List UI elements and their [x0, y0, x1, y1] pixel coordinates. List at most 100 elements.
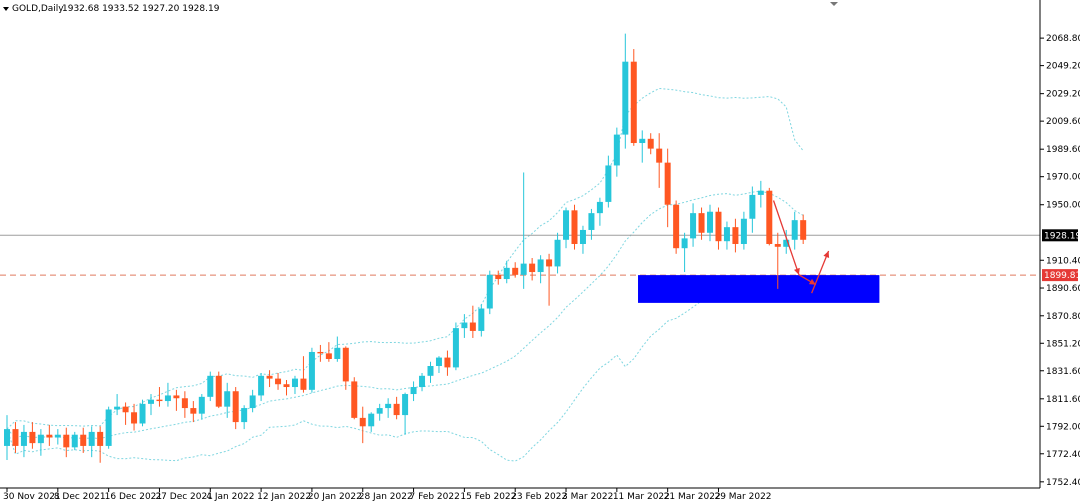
- candle: [266, 370, 273, 388]
- candle-body: [503, 267, 510, 280]
- candle-body: [461, 322, 468, 329]
- candle: [698, 207, 705, 240]
- candle-body: [520, 263, 527, 275]
- candle-body: [173, 395, 180, 399]
- candle: [181, 391, 188, 418]
- candle: [275, 373, 282, 390]
- candle: [12, 422, 19, 453]
- y-tick-label: 1851.20: [1046, 339, 1080, 349]
- candle: [673, 200, 680, 254]
- candle: [190, 401, 197, 423]
- candle-body: [147, 399, 154, 404]
- candle: [114, 394, 121, 416]
- candle-body: [740, 218, 747, 244]
- candle-body: [613, 134, 620, 166]
- x-tick-label: 16 Dec 2021: [105, 492, 163, 502]
- header-dropdown-icon[interactable]: [3, 7, 9, 11]
- scroll-marker-icon[interactable]: [830, 2, 838, 6]
- candle-body: [80, 434, 87, 446]
- candle-body: [647, 138, 654, 149]
- candle: [164, 382, 171, 407]
- candle-body: [63, 434, 70, 448]
- candle: [800, 214, 807, 244]
- candle: [630, 49, 637, 146]
- forecast-arrowhead: [794, 267, 800, 275]
- y-tick-label: 2029.20: [1046, 90, 1080, 100]
- header-ohlc: 1932.68 1933.52 1927.20 1928.19: [62, 4, 220, 14]
- candle: [520, 172, 527, 289]
- forecast-arrowhead: [808, 278, 816, 285]
- candle: [317, 344, 324, 362]
- candle: [681, 232, 688, 273]
- candle: [147, 394, 154, 416]
- candle-body: [29, 431, 36, 444]
- candle: [368, 412, 375, 432]
- candle: [791, 211, 798, 250]
- candle-body: [529, 263, 536, 273]
- candle-body: [757, 190, 764, 195]
- candle: [385, 398, 392, 418]
- y-tick-label: 2009.60: [1046, 117, 1080, 127]
- candle-body: [495, 274, 502, 280]
- candle-body: [71, 434, 78, 448]
- candle-body: [486, 274, 493, 309]
- candle: [105, 406, 112, 449]
- candle: [139, 399, 146, 427]
- candle: [774, 232, 781, 289]
- candle: [63, 427, 70, 458]
- candle-body: [241, 408, 248, 423]
- candle-body: [232, 391, 239, 423]
- current-price-badge: [1042, 229, 1078, 242]
- candle-body: [139, 403, 146, 424]
- candle-body: [325, 353, 332, 359]
- candle-body: [579, 229, 586, 244]
- candle: [732, 218, 739, 253]
- candle-body: [749, 194, 756, 219]
- candle: [461, 314, 468, 338]
- candle: [173, 389, 180, 411]
- candle: [376, 403, 383, 421]
- current-price-label: 1928.19: [1044, 231, 1080, 241]
- y-tick-label: 2068.80: [1046, 34, 1080, 44]
- candle: [224, 382, 231, 418]
- y-tick-label: 1870.80: [1046, 312, 1080, 322]
- candle-body: [368, 413, 375, 427]
- candle-body: [342, 347, 349, 382]
- candle-body: [402, 394, 409, 416]
- candle: [503, 260, 510, 284]
- candle-body: [605, 165, 612, 202]
- candle-body: [131, 412, 138, 424]
- candle-body: [419, 375, 426, 388]
- candle-body: [215, 375, 222, 407]
- y-tick-label: 1910.40: [1046, 256, 1080, 266]
- candles: [4, 33, 807, 463]
- candle-body: [664, 162, 671, 205]
- y-tick-label: 1831.60: [1046, 367, 1080, 377]
- candle: [4, 415, 10, 460]
- candle: [308, 347, 315, 393]
- candle-body: [300, 378, 307, 390]
- candle: [334, 336, 341, 362]
- candle: [563, 207, 570, 249]
- y-tick-label: 1970.00: [1046, 173, 1080, 183]
- candle: [486, 270, 493, 315]
- candle: [707, 204, 714, 242]
- candle-body: [673, 204, 680, 249]
- support-price-label: 1899.81: [1044, 271, 1080, 281]
- candle-body: [351, 381, 358, 418]
- candle: [605, 155, 612, 208]
- candle: [88, 426, 95, 458]
- candle: [647, 133, 654, 155]
- header-title: GOLD,Daily: [12, 4, 64, 14]
- candle: [723, 221, 730, 250]
- candle: [207, 371, 214, 402]
- forecast-arrow-line: [811, 250, 830, 294]
- candle-body: [198, 396, 205, 414]
- candle: [359, 406, 366, 444]
- candle-body: [698, 213, 705, 233]
- candle-body: [88, 431, 95, 446]
- candle-body: [283, 384, 290, 388]
- candle: [232, 387, 239, 430]
- candle-body: [681, 238, 688, 249]
